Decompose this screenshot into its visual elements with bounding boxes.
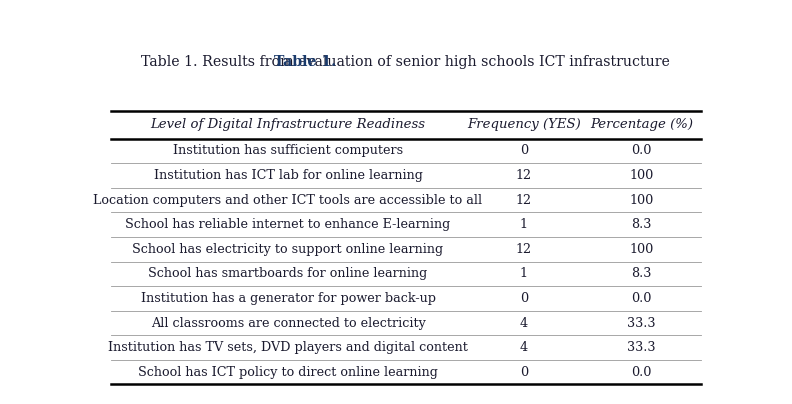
Text: 8.3: 8.3 — [631, 267, 652, 280]
Text: School has reliable internet to enhance E-learning: School has reliable internet to enhance … — [125, 218, 451, 231]
Text: 0: 0 — [520, 366, 527, 379]
Text: Table 1.: Table 1. — [274, 55, 337, 69]
Text: Percentage (%): Percentage (%) — [590, 118, 693, 131]
Text: All classrooms are connected to electricity: All classrooms are connected to electric… — [150, 316, 425, 330]
Text: 12: 12 — [516, 169, 531, 182]
Text: 4: 4 — [520, 316, 527, 330]
Text: 12: 12 — [516, 243, 531, 256]
Text: 0.0: 0.0 — [631, 145, 652, 158]
Text: 100: 100 — [630, 243, 653, 256]
Text: 1: 1 — [520, 267, 527, 280]
Text: 0: 0 — [520, 292, 527, 305]
Text: 0.0: 0.0 — [631, 366, 652, 379]
Text: 0.0: 0.0 — [631, 292, 652, 305]
Text: School has electricity to support online learning: School has electricity to support online… — [132, 243, 444, 256]
Text: Level of Digital Infrastructure Readiness: Level of Digital Infrastructure Readines… — [150, 118, 425, 131]
Text: School has smartboards for online learning: School has smartboards for online learni… — [148, 267, 428, 280]
Text: Institution has ICT lab for online learning: Institution has ICT lab for online learn… — [154, 169, 422, 182]
Text: Institution has a generator for power back-up: Institution has a generator for power ba… — [140, 292, 436, 305]
Text: School has ICT policy to direct online learning: School has ICT policy to direct online l… — [138, 366, 438, 379]
Text: 33.3: 33.3 — [627, 341, 656, 354]
Text: Table 1. Results from evaluation of senior high schools ICT infrastructure: Table 1. Results from evaluation of seni… — [142, 55, 670, 69]
Text: 100: 100 — [630, 169, 653, 182]
Text: 0: 0 — [520, 145, 527, 158]
Text: 12: 12 — [516, 194, 531, 206]
Text: 8.3: 8.3 — [631, 218, 652, 231]
Text: Location computers and other ICT tools are accessible to all: Location computers and other ICT tools a… — [93, 194, 482, 206]
Text: 100: 100 — [630, 194, 653, 206]
Text: Frequency (YES): Frequency (YES) — [466, 118, 581, 131]
Text: 33.3: 33.3 — [627, 316, 656, 330]
Text: 1: 1 — [520, 218, 527, 231]
Text: 4: 4 — [520, 341, 527, 354]
Text: Institution has sufficient computers: Institution has sufficient computers — [173, 145, 403, 158]
Text: Institution has TV sets, DVD players and digital content: Institution has TV sets, DVD players and… — [109, 341, 468, 354]
